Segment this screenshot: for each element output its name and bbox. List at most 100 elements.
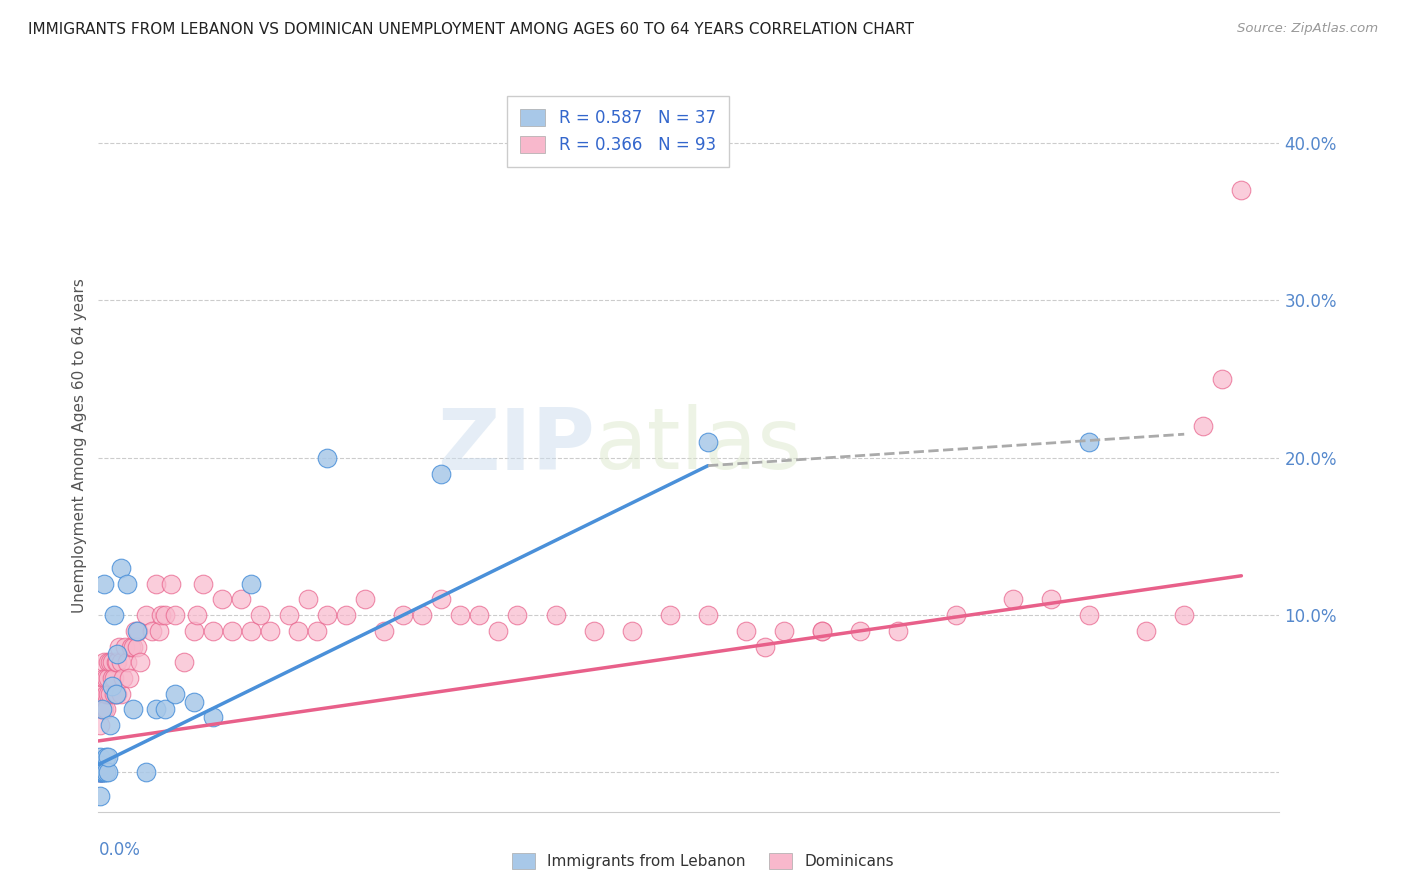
Text: IMMIGRANTS FROM LEBANON VS DOMINICAN UNEMPLOYMENT AMONG AGES 60 TO 64 YEARS CORR: IMMIGRANTS FROM LEBANON VS DOMINICAN UNE…: [28, 22, 914, 37]
Point: [91, 702, 114, 716]
Point: [697, 608, 720, 623]
Point: [221, 624, 243, 638]
Point: [98, 655, 121, 669]
Point: [91, 757, 114, 772]
Point: [811, 624, 834, 638]
Point: [104, 655, 127, 669]
Point: [620, 624, 643, 638]
Point: [98, 718, 121, 732]
Point: [104, 687, 127, 701]
Point: [153, 608, 176, 623]
Point: [94, 749, 117, 764]
Point: [239, 576, 262, 591]
Point: [354, 592, 377, 607]
Point: [93, 765, 115, 780]
Point: [231, 592, 253, 607]
Point: [89, 765, 111, 780]
Point: [104, 687, 127, 701]
Point: [773, 624, 796, 638]
Point: [1001, 592, 1024, 607]
Point: [93, 576, 115, 591]
Point: [201, 624, 224, 638]
Point: [125, 624, 148, 638]
Point: [103, 671, 125, 685]
Point: [124, 624, 146, 638]
Point: [735, 624, 758, 638]
Point: [148, 624, 170, 638]
Text: 0.0%: 0.0%: [98, 841, 141, 859]
Point: [129, 655, 152, 669]
Point: [89, 749, 111, 764]
Point: [1211, 372, 1233, 386]
Point: [173, 655, 195, 669]
Point: [183, 624, 205, 638]
Point: [100, 655, 122, 669]
Point: [153, 702, 176, 716]
Point: [91, 765, 114, 780]
Point: [100, 679, 122, 693]
Legend: Immigrants from Lebanon, Dominicans: Immigrants from Lebanon, Dominicans: [506, 847, 900, 875]
Point: [193, 576, 215, 591]
Point: [1230, 183, 1253, 197]
Point: [97, 687, 120, 701]
Point: [277, 608, 299, 623]
Point: [163, 687, 186, 701]
Point: [150, 608, 173, 623]
Point: [582, 624, 605, 638]
Point: [201, 710, 224, 724]
Point: [94, 765, 117, 780]
Legend: R = 0.587   N = 37, R = 0.366   N = 93: R = 0.587 N = 37, R = 0.366 N = 93: [508, 96, 730, 168]
Point: [91, 687, 114, 701]
Point: [93, 702, 115, 716]
Point: [107, 648, 129, 662]
Point: [754, 640, 776, 654]
Point: [93, 671, 115, 685]
Point: [89, 765, 111, 780]
Point: [114, 640, 136, 654]
Point: [121, 640, 143, 654]
Point: [94, 687, 117, 701]
Point: [103, 687, 125, 701]
Point: [110, 561, 132, 575]
Point: [89, 765, 111, 780]
Text: ZIP: ZIP: [437, 404, 595, 488]
Point: [89, 765, 111, 780]
Point: [107, 655, 129, 669]
Point: [887, 624, 910, 638]
Point: [141, 624, 163, 638]
Point: [159, 576, 181, 591]
Point: [94, 702, 117, 716]
Point: [183, 695, 205, 709]
Point: [307, 624, 329, 638]
Y-axis label: Unemployment Among Ages 60 to 64 years: Unemployment Among Ages 60 to 64 years: [72, 278, 87, 614]
Point: [97, 655, 120, 669]
Point: [103, 608, 125, 623]
Point: [89, 718, 111, 732]
Point: [108, 640, 131, 654]
Point: [121, 702, 143, 716]
Point: [145, 702, 167, 716]
Point: [297, 592, 319, 607]
Point: [506, 608, 529, 623]
Point: [97, 749, 120, 764]
Point: [97, 671, 120, 685]
Point: [239, 624, 262, 638]
Point: [186, 608, 208, 623]
Point: [107, 687, 129, 701]
Point: [316, 450, 339, 465]
Point: [112, 671, 135, 685]
Point: [1078, 435, 1101, 450]
Point: [94, 671, 117, 685]
Point: [249, 608, 271, 623]
Point: [849, 624, 872, 638]
Point: [392, 608, 415, 623]
Point: [811, 624, 834, 638]
Point: [1192, 419, 1215, 434]
Point: [89, 765, 111, 780]
Point: [110, 655, 132, 669]
Point: [163, 608, 186, 623]
Point: [488, 624, 510, 638]
Point: [89, 757, 111, 772]
Point: [135, 608, 157, 623]
Point: [658, 608, 681, 623]
